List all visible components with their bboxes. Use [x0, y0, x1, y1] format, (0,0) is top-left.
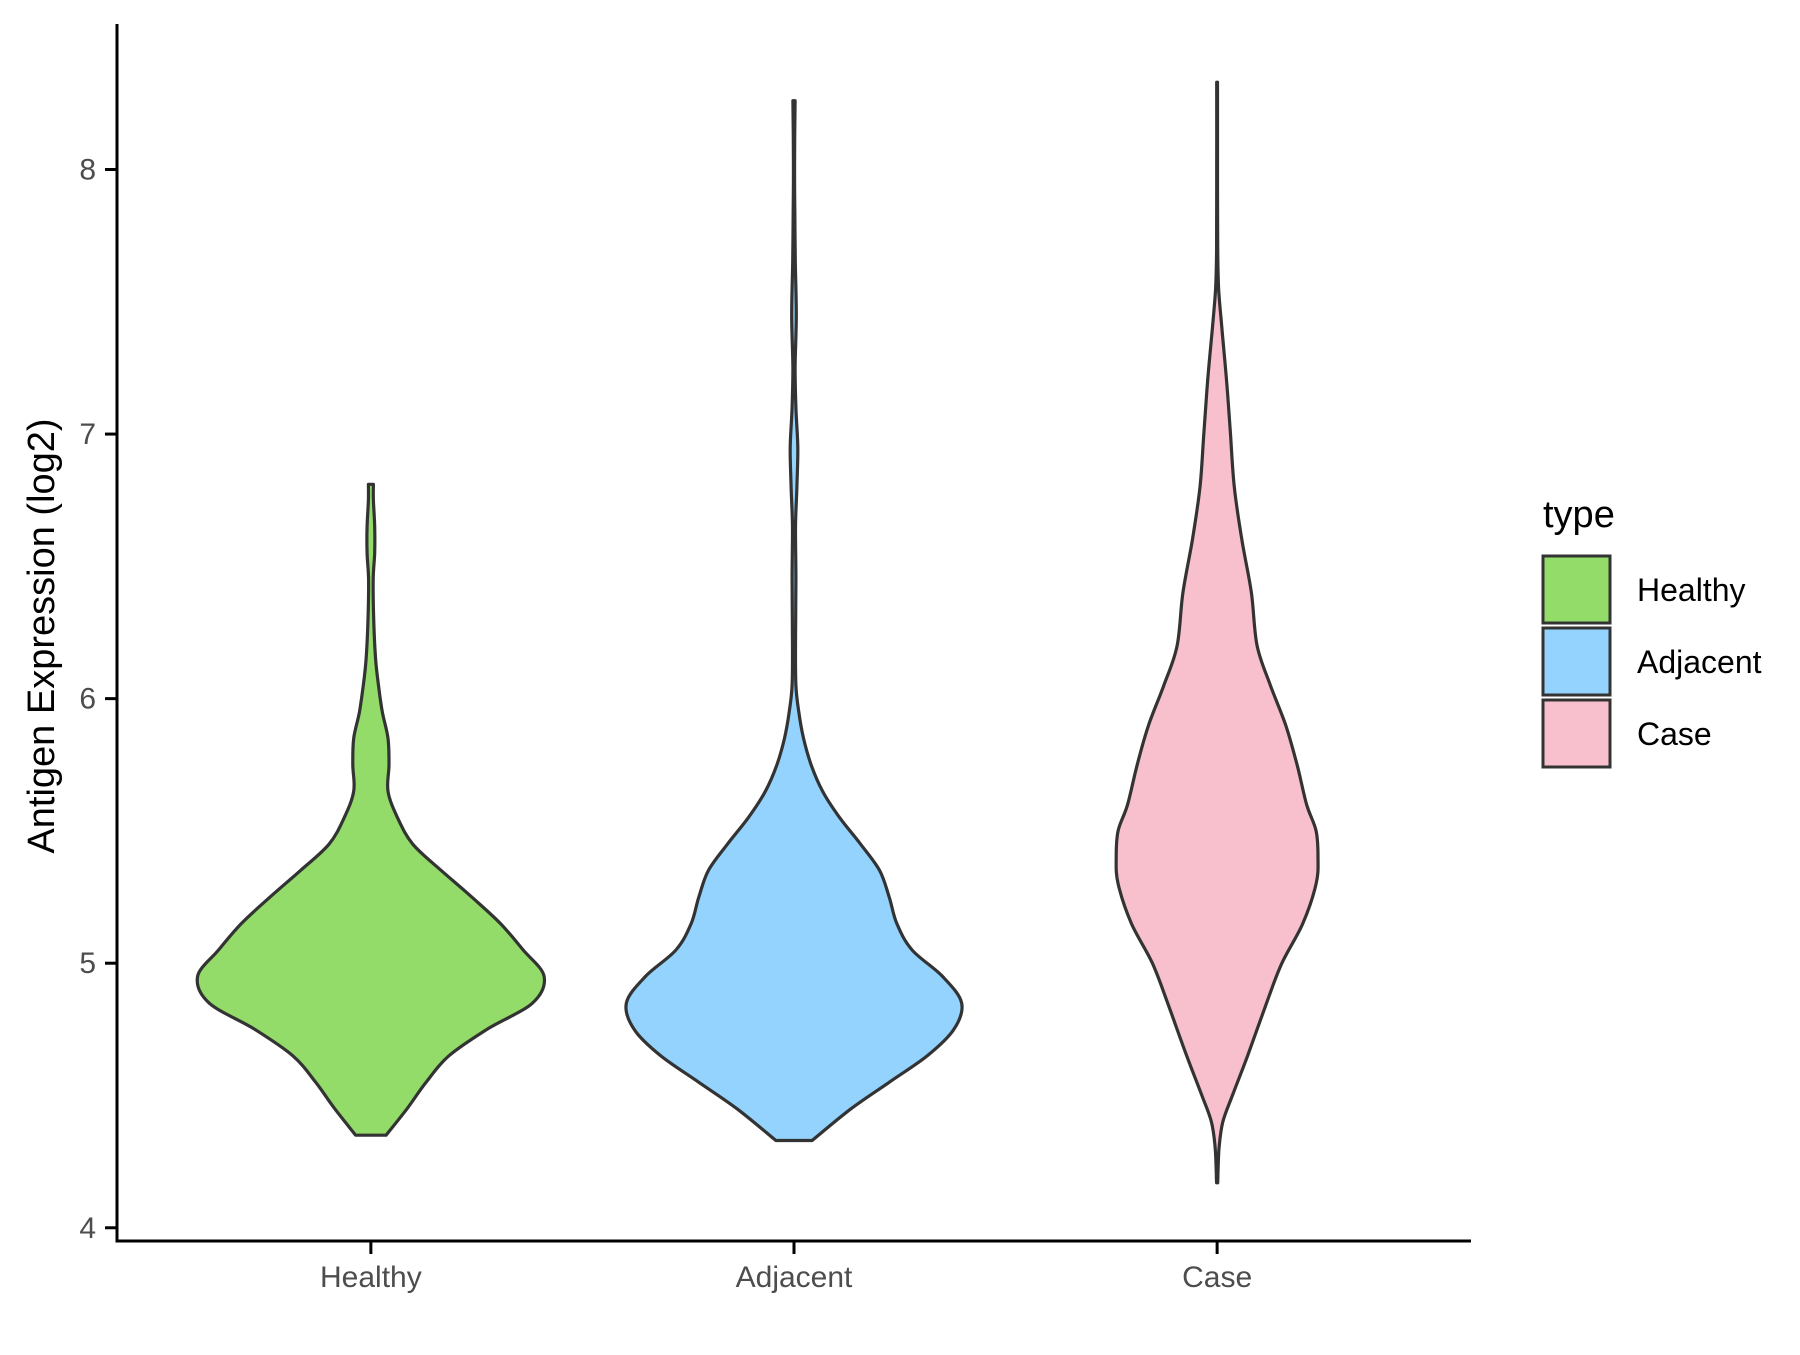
legend-swatch-case — [1541, 698, 1612, 769]
y-tick-label: 5 — [79, 947, 96, 980]
legend-label-adjacent: Adjacent — [1637, 644, 1762, 680]
legend: type Healthy Adjacent Case — [1541, 494, 1762, 769]
legend-swatch-adjacent — [1541, 626, 1612, 697]
legend-label-healthy: Healthy — [1637, 572, 1746, 608]
axes-layer: 4 5 6 7 8 Healthy Adjacent Case — [79, 24, 1471, 1294]
legend-label-case: Case — [1637, 716, 1712, 752]
x-tick-label: Healthy — [320, 1261, 422, 1294]
x-ticks: Healthy Adjacent Case — [320, 1242, 1252, 1294]
y-tick-label: 4 — [79, 1212, 96, 1245]
y-tick-label: 7 — [79, 418, 96, 451]
legend-swatch-healthy — [1541, 554, 1612, 625]
legend-title: type — [1543, 494, 1615, 536]
legend-items: Healthy Adjacent Case — [1541, 554, 1762, 769]
violin-case — [1114, 80, 1320, 1185]
y-tick-label: 6 — [79, 683, 96, 716]
violins-layer — [195, 80, 1320, 1185]
y-tick-label: 8 — [79, 154, 96, 187]
y-axis-title: Antigen Expression (log2) — [21, 418, 63, 853]
x-tick-label: Adjacent — [736, 1261, 853, 1294]
violin-healthy — [195, 482, 547, 1137]
x-tick-label: Case — [1182, 1261, 1252, 1294]
violin-adjacent — [624, 99, 964, 1143]
y-ticks: 4 5 6 7 8 — [79, 154, 117, 1245]
